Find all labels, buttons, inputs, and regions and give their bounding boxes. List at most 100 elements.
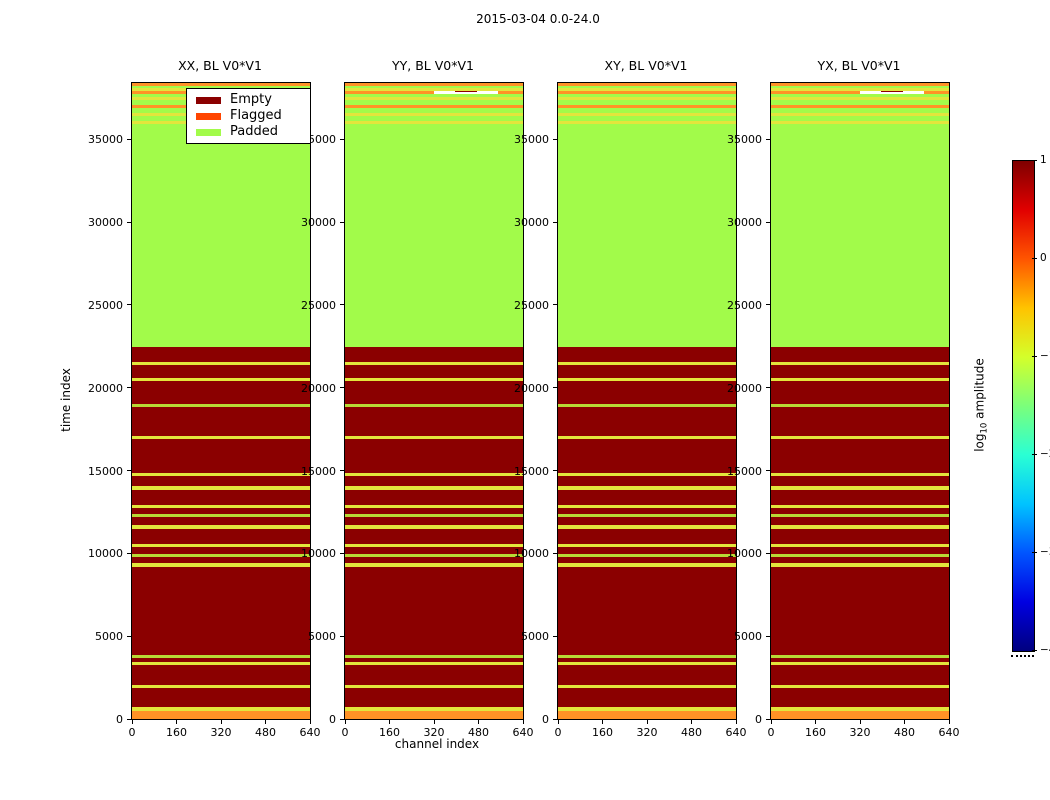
- band-empty: [345, 516, 523, 526]
- y-tick-mark: [127, 470, 131, 472]
- y-tick-mark: [766, 718, 770, 720]
- band-empty: [132, 664, 310, 685]
- band-empty: [771, 476, 949, 487]
- x-tick-mark: [735, 720, 737, 724]
- band-flagged-yellow: [345, 525, 523, 529]
- y-tick-label: 15000: [88, 464, 123, 478]
- subplot-title-1: YY, BL V0*V1: [392, 58, 474, 73]
- y-tick-mark: [553, 470, 557, 472]
- band-flagged-yellow: [771, 525, 949, 529]
- band-padded: [558, 86, 736, 89]
- band-flagged-yellow: [558, 684, 736, 688]
- band-padded: [558, 123, 736, 348]
- band-flagged-yellow: [771, 378, 949, 382]
- x-axis-label: channel index: [394, 737, 480, 751]
- band-flagged-yellow: [558, 435, 736, 440]
- band-empty: [558, 476, 736, 487]
- x-tick-mark: [478, 720, 479, 724]
- colorbar-label-suffix: amplitude: [972, 358, 987, 423]
- band-empty: [132, 528, 310, 544]
- band-flagged-orange: [132, 83, 310, 87]
- band-flagged-yellow: [558, 88, 736, 91]
- y-tick-mark: [553, 718, 557, 720]
- band-flagged-yellow: [558, 120, 736, 124]
- heatmap-panel-2: [557, 82, 737, 720]
- band-padded: [345, 100, 523, 105]
- legend: Empty Flagged Padded: [186, 88, 311, 144]
- band-padded: [558, 100, 736, 105]
- band-empty: [345, 687, 523, 708]
- heatmap-panel-1: [344, 82, 524, 720]
- band-flagged-olive: [345, 554, 523, 558]
- panel-3-overlay-0: [860, 90, 925, 94]
- band-flagged-olive: [132, 654, 310, 658]
- y-tick-mark: [127, 387, 131, 389]
- band-flagged-yellow: [558, 543, 736, 547]
- y-tick-label: 15000: [301, 464, 336, 478]
- colorbar-tick-mark: [1032, 257, 1037, 259]
- x-tick-label: 320: [423, 726, 445, 739]
- band-empty: [132, 687, 310, 708]
- band-empty: [132, 381, 310, 404]
- band-flagged-orange: [558, 90, 736, 94]
- band-flagged-yellow: [345, 435, 523, 440]
- legend-swatch-empty: [196, 96, 221, 104]
- colorbar-tick-mark: [1032, 649, 1037, 651]
- band-flagged-yellow: [771, 543, 949, 547]
- band-flagged-yellow: [345, 362, 523, 366]
- band-flagged-yellow: [558, 504, 736, 508]
- colorbar-tick-label: −3: [1040, 546, 1050, 558]
- band-empty: [345, 406, 523, 436]
- y-tick-mark: [766, 635, 770, 637]
- y-tick-label: 0: [755, 713, 762, 726]
- band-padded: [132, 86, 310, 89]
- y-tick-label: 20000: [301, 381, 336, 395]
- band-empty: [771, 516, 949, 526]
- band-flagged-yellow: [345, 504, 523, 508]
- band-flagged-yellow: [132, 525, 310, 529]
- band-empty: [345, 557, 523, 563]
- band-empty: [771, 528, 949, 544]
- y-tick-label: 35000: [301, 133, 336, 147]
- panel-1-overlay-0: [434, 90, 499, 94]
- band-flagged-olive: [771, 654, 949, 658]
- band-flagged-orange: [345, 104, 523, 108]
- x-tick-mark: [220, 720, 222, 724]
- y-tick-label: 5000: [308, 630, 336, 644]
- band-empty: [558, 439, 736, 474]
- colorbar-extend-marker: [1011, 652, 1034, 657]
- band-flagged-olive: [771, 513, 949, 517]
- y-tick-label: 5000: [521, 630, 549, 644]
- band-empty: [345, 347, 523, 363]
- x-tick-mark: [691, 720, 692, 724]
- band-empty: [345, 657, 523, 662]
- band-flagged-olive: [132, 403, 310, 407]
- band-empty: [558, 381, 736, 404]
- legend-label-flagged: Flagged: [230, 108, 282, 123]
- band-empty: [771, 489, 949, 505]
- y-tick-mark: [340, 470, 344, 472]
- band-padded: [771, 100, 949, 105]
- band-empty: [345, 566, 523, 655]
- y-tick-mark: [340, 221, 344, 223]
- band-flagged-orange: [771, 104, 949, 108]
- y-tick-mark: [553, 138, 557, 140]
- band-flagged-yellow: [771, 120, 949, 124]
- y-tick-label: 10000: [727, 547, 762, 561]
- x-tick-label: 160: [805, 726, 826, 739]
- band-padded: [345, 107, 523, 113]
- x-tick-mark: [815, 720, 816, 724]
- colorbar-tick-mark: [1032, 159, 1037, 161]
- band-empty: [771, 664, 949, 685]
- colorbar-tick-label: 1: [1040, 154, 1047, 166]
- y-tick-mark: [553, 387, 557, 389]
- colorbar-label-prefix: log: [972, 433, 987, 452]
- y-tick-mark: [127, 221, 131, 223]
- y-tick-label: 15000: [514, 464, 549, 478]
- band-flagged-orange: [558, 104, 736, 108]
- y-tick-mark: [553, 635, 557, 637]
- x-tick-mark: [602, 720, 603, 724]
- band-flagged-olive: [558, 403, 736, 407]
- y-tick-mark: [766, 221, 770, 223]
- colorbar-tick-label: 0: [1040, 252, 1047, 264]
